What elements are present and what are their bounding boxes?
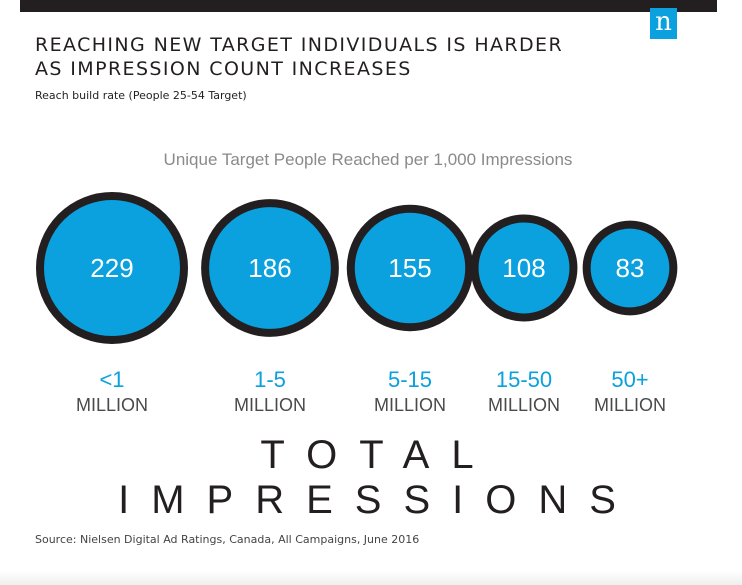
bubble-value-label: 155 [388, 253, 431, 283]
category-range-label: <1 [99, 367, 124, 392]
bottom-edge [0, 571, 742, 585]
title-line-1: REACHING NEW TARGET INDIVIDUALS IS HARDE… [35, 34, 564, 56]
chart-title: Unique Target People Reached per 1,000 I… [164, 150, 573, 169]
category-unit-label: MILLION [76, 395, 148, 415]
top-bar [20, 0, 717, 12]
bubble-value-label: 108 [502, 253, 545, 283]
category-range-label: 1-5 [254, 367, 286, 392]
bubble-4 [582, 220, 678, 316]
x-axis-title: TOTAL IMPRESSIONS [118, 433, 638, 522]
category-range-label: 50+ [611, 367, 648, 392]
bubble-3 [470, 214, 578, 322]
nielsen-logo-icon: n [650, 8, 677, 39]
bubble-0 [36, 192, 188, 344]
page-title: REACHING NEW TARGET INDIVIDUALS IS HARDE… [35, 33, 635, 81]
title-line-2: AS IMPRESSION COUNT INCREASES [35, 58, 412, 80]
bubble-2 [346, 204, 474, 332]
logo-letter: n [655, 7, 672, 37]
bubble-chart: Unique Target People Reached per 1,000 I… [36, 150, 678, 415]
category-range-label: 5-15 [388, 367, 432, 392]
category-unit-label: MILLION [374, 395, 446, 415]
category-unit-label: MILLION [234, 395, 306, 415]
bubble-group: 229 <1 MILLION 186 1-5 MILLION 155 5-15 MILLION 1… [36, 192, 678, 415]
bubble-value-label: 229 [90, 253, 133, 283]
category-unit-label: MILLION [488, 395, 560, 415]
category-unit-label: MILLION [594, 395, 666, 415]
bubble-1 [201, 199, 339, 337]
source-note: Source: Nielsen Digital Ad Ratings, Cana… [35, 533, 420, 546]
subtitle: Reach build rate (People 25-54 Target) [35, 89, 247, 102]
category-range-label: 15-50 [496, 367, 552, 392]
bubble-value-label: 83 [616, 253, 645, 283]
bubble-value-label: 186 [248, 253, 291, 283]
